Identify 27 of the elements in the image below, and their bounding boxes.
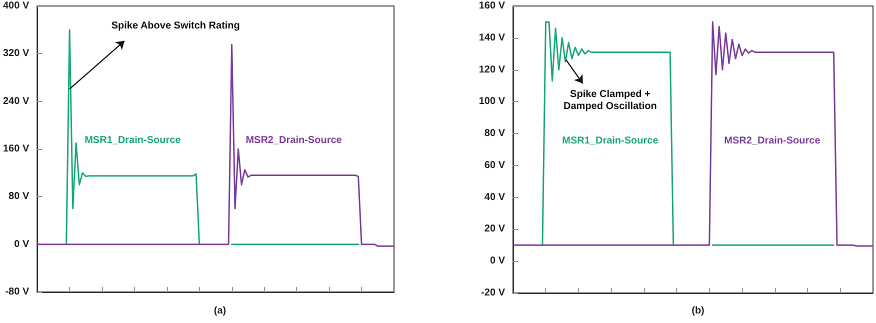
- y-tick-label: 240 V: [2, 96, 30, 107]
- y-tick-label: 400 V: [2, 0, 30, 12]
- y-tick-label: -20 V: [481, 288, 506, 298]
- line-series: [36, 44, 395, 247]
- annotation: Spike Clamped + Damped Oscillation: [564, 89, 657, 112]
- y-tick-label: 40 V: [484, 192, 506, 203]
- text: (a): [214, 306, 226, 316]
- y-tick-label: 160 V: [478, 0, 506, 12]
- y-tick-label: 60 V: [484, 160, 506, 171]
- y-tick-label: 0 V: [490, 256, 506, 267]
- y-tick-label: 100 V: [478, 96, 506, 108]
- line-series: [512, 21, 874, 247]
- y-tick-label: 120 V: [478, 64, 506, 76]
- series-label: MSR2_Drain-Source: [246, 134, 342, 146]
- y-tick-label: 20 V: [484, 224, 506, 235]
- y-tick-label: 0 V: [14, 238, 30, 250]
- y-tick-label: 140 V: [478, 32, 506, 44]
- y-tick-label: 320 V: [2, 48, 30, 60]
- y-tick-label: -80 V: [5, 286, 30, 298]
- y-tick-label: 160 V: [2, 144, 30, 154]
- text: (b): [692, 306, 704, 316]
- series-label: MSR1_Drain-Source: [562, 135, 659, 146]
- y-tick-label: 80 V: [8, 191, 30, 202]
- y-tick-label: 80 V: [484, 128, 506, 140]
- series-label: MSR2_Drain-Source: [724, 135, 821, 146]
- series-label: MSR1_Drain-Source: [84, 134, 182, 146]
- annotation: Spike Above Switch Rating: [111, 20, 240, 32]
